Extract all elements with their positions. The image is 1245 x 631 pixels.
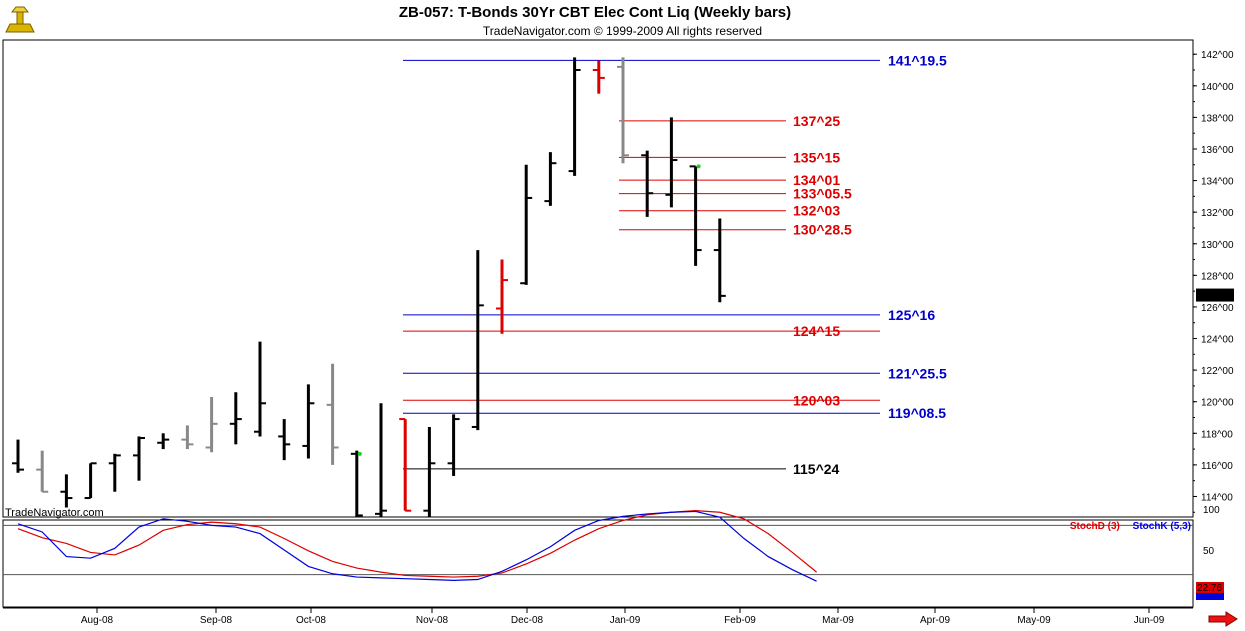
- time-tick-label: Dec-08: [511, 615, 544, 626]
- time-tick-label: Apr-09: [920, 615, 950, 626]
- ohlc-bar: [60, 474, 73, 508]
- level-label: 125^16: [888, 307, 935, 323]
- ohlc-bar: [375, 403, 387, 517]
- ohlc-bar: [157, 433, 170, 450]
- ohlc-bar: [278, 419, 291, 461]
- ohlc-bar: [617, 57, 629, 164]
- stoch-tick-label: 100: [1203, 505, 1220, 516]
- ohlc-bar: [229, 392, 242, 445]
- price-tick-label: 116^00: [1201, 461, 1233, 472]
- price-tick-label: 114^00: [1201, 492, 1233, 503]
- time-tick-label: May-09: [1017, 615, 1051, 626]
- stochd-value-label: 22.76: [1197, 583, 1222, 594]
- ohlc-bar: [496, 259, 508, 334]
- level-label: 135^15: [793, 149, 840, 165]
- level-label: 120^03: [793, 392, 840, 408]
- time-tick-label: Nov-08: [416, 615, 449, 626]
- stochk-legend: StochK (5,3): [1132, 521, 1191, 532]
- price-tick-label: 134^00: [1201, 177, 1234, 188]
- level-label: 115^24: [793, 461, 840, 477]
- stochk-value-tag: [1196, 593, 1224, 600]
- ohlc-bar: [84, 462, 97, 500]
- price-tick-label: 138^00: [1201, 113, 1234, 124]
- ohlc-bar: [399, 418, 412, 512]
- price-tick-label: 132^00: [1201, 208, 1234, 219]
- time-tick-label: Jan-09: [610, 615, 641, 626]
- price-tick-label: 118^00: [1201, 429, 1233, 440]
- price-tick-label: 126^00: [1201, 303, 1234, 314]
- level-label: 119^08.5: [888, 405, 946, 421]
- time-tick-label: Mar-09: [822, 615, 854, 626]
- ohlc-bar: [36, 450, 49, 493]
- price-tick-label: 122^00: [1201, 366, 1234, 377]
- time-tick-label: Aug-08: [81, 615, 114, 626]
- chart-title: ZB-057: T-Bonds 30Yr CBT Elec Cont Liq (…: [398, 4, 792, 21]
- trade-navigator-logo-icon: [5, 6, 35, 33]
- time-tick-label: Feb-09: [724, 615, 756, 626]
- ohlc-bar: [12, 439, 24, 473]
- signal-dot: [696, 164, 701, 169]
- ohlc-bar: [713, 218, 726, 303]
- level-label: 130^28.5: [793, 222, 852, 238]
- ohlc-bar: [205, 396, 218, 453]
- signal-dot: [357, 451, 362, 456]
- price-tick-label: 124^00: [1201, 335, 1234, 346]
- time-tick-label: Jun-09: [1134, 615, 1165, 626]
- ohlc-bar: [326, 363, 339, 465]
- ohlc-bar: [641, 150, 654, 217]
- ohlc-bar: [447, 414, 460, 476]
- ohlc-bar: [181, 425, 194, 450]
- price-tick-label: 128^00: [1201, 271, 1234, 282]
- ohlc-bar: [133, 436, 145, 481]
- level-label: 132^03: [793, 203, 840, 219]
- ohlc-bar: [665, 117, 678, 208]
- scroll-right-arrow-icon[interactable]: [1208, 611, 1238, 627]
- price-tick-label: 142^00: [1201, 50, 1234, 61]
- time-tick-label: Sep-08: [200, 615, 233, 626]
- stoch-tick-label: 50: [1203, 546, 1215, 557]
- price-tick-label: 136^00: [1201, 145, 1234, 156]
- level-label: 133^05.5: [793, 186, 852, 202]
- ohlc-bar: [592, 60, 605, 94]
- price-tick-label: 140^00: [1201, 82, 1234, 93]
- ohlc-bar: [544, 152, 557, 206]
- chart-subtitle: TradeNavigator.com © 1999-2009 All right…: [482, 24, 763, 38]
- stoch-plot-frame: [2, 519, 1194, 608]
- stochk-line: [17, 510, 817, 582]
- indicator-legend: StochD (3) StochK (5,3): [1060, 521, 1191, 532]
- stochd-value-tag: [1196, 582, 1224, 593]
- current-price-label: 126^23: [1198, 292, 1231, 303]
- ohlc-bar: [520, 164, 533, 285]
- level-label: 137^25: [793, 113, 840, 129]
- price-tick-label: 120^00: [1201, 398, 1234, 409]
- ohlc-bar: [302, 384, 315, 459]
- price-tick-label: 130^00: [1201, 240, 1234, 251]
- ohlc-bar: [689, 165, 702, 266]
- current-price-tag: [1196, 288, 1234, 302]
- level-label: 121^25.5: [888, 365, 947, 381]
- level-label: 124^15: [793, 323, 840, 339]
- time-tick-label: Oct-08: [296, 615, 326, 626]
- ohlc-bar: [568, 57, 581, 176]
- ohlc-bar: [471, 250, 484, 431]
- price-plot-frame: [2, 39, 1194, 518]
- level-label: 141^19.5: [888, 52, 947, 68]
- ohlc-bar: [108, 453, 121, 492]
- ohlc-bar: [350, 450, 363, 517]
- watermark: TradeNavigator.com: [5, 507, 104, 519]
- level-label: 134^01: [793, 172, 840, 188]
- stochd-legend: StochD (3): [1069, 521, 1120, 532]
- ohlc-bar: [254, 341, 266, 437]
- ohlc-bar: [423, 426, 436, 517]
